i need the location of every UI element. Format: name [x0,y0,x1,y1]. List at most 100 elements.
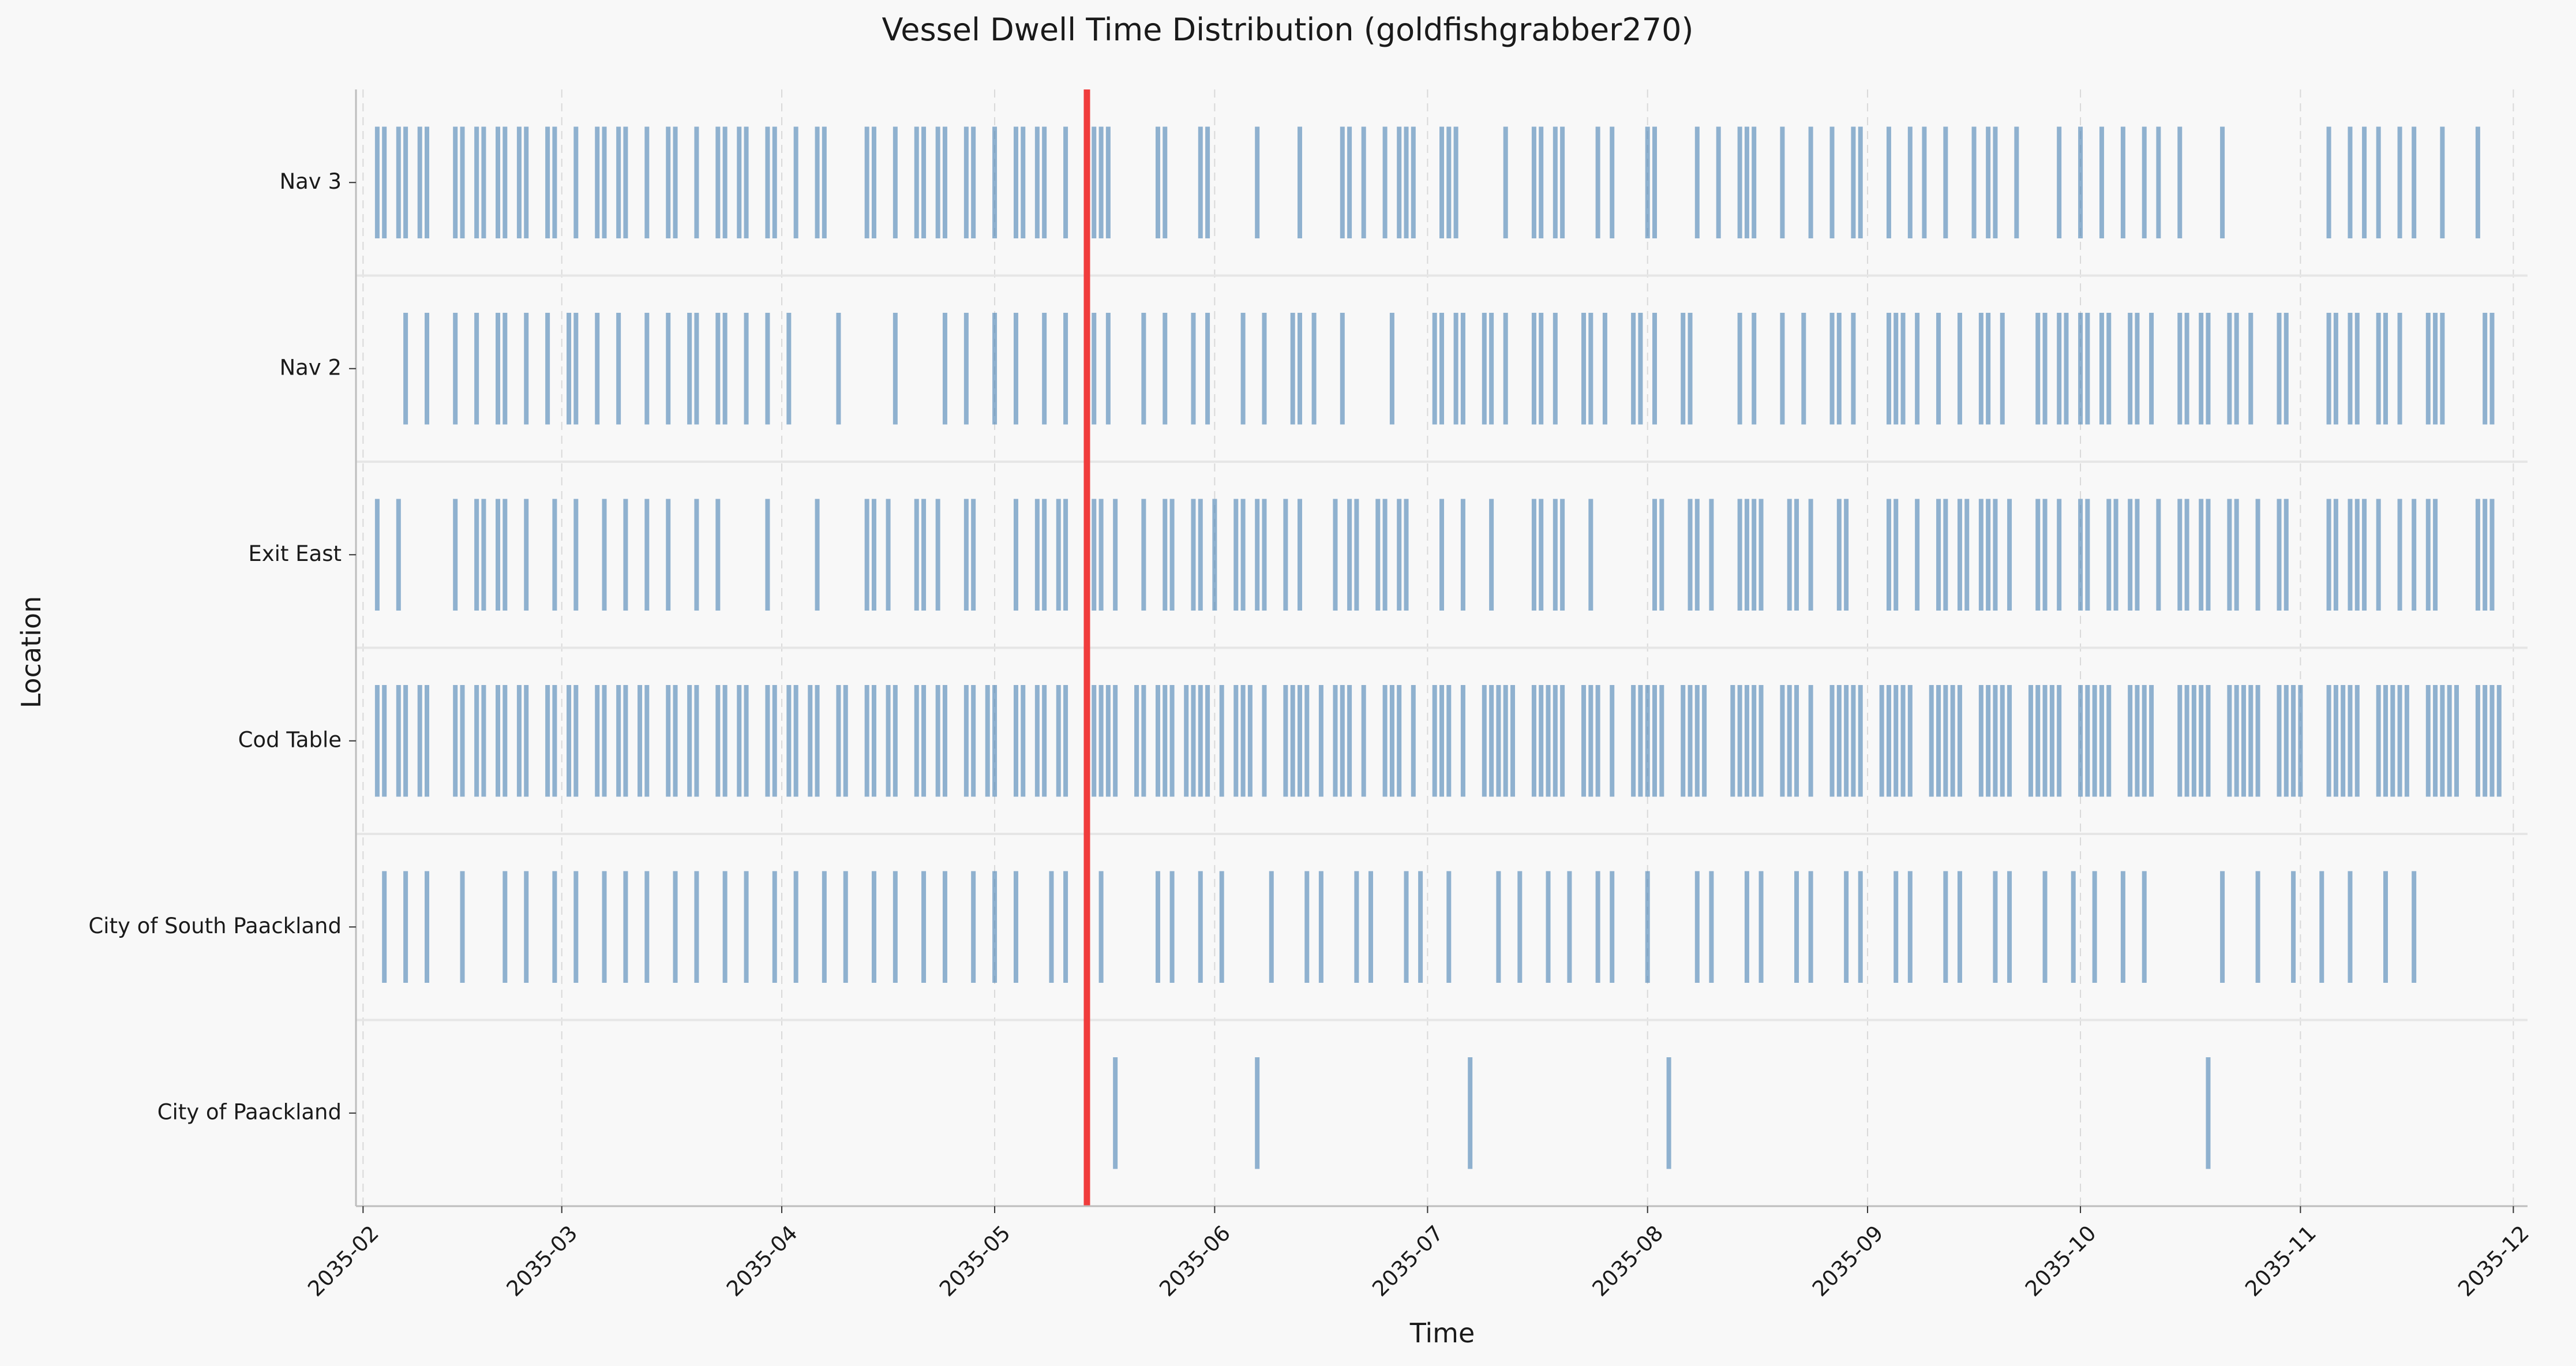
event-bar-cod-table-122 [1787,685,1792,797]
event-bar-exit-east-31 [1092,499,1097,611]
event-bar-cod-table-67 [1184,685,1189,797]
event-bar-cod-table-20 [616,685,621,797]
axes [355,89,2528,1207]
event-bar-exit-east-5 [496,499,501,611]
event-bar-city-of-south-paackland-18 [843,871,848,983]
event-bar-exit-east-56 [1531,499,1536,611]
event-bar-nav-3-6 [453,126,458,238]
event-bar-nav-3-30 [772,126,777,238]
event-bar-nav-2-6 [524,313,529,425]
event-bar-nav-3-16 [573,126,579,238]
event-bar-nav-2-2 [453,313,458,425]
event-bar-cod-table-87 [1397,685,1402,797]
event-bar-city-of-south-paackland-40 [1446,871,1452,983]
event-bar-cod-table-175 [2341,685,2346,797]
event-bar-nav-3-21 [644,126,650,238]
event-bar-exit-east-74 [1844,499,1849,611]
event-bar-city-of-south-paackland-71 [2348,871,2353,983]
event-bar-cod-table-41 [871,685,876,797]
event-bar-cod-table-116 [1730,685,1735,797]
event-bar-cod-table-181 [2397,685,2402,797]
event-bar-cod-table-166 [2241,685,2246,797]
event-bar-nav-3-62 [1397,126,1402,238]
event-bar-nav-3-1 [382,126,387,238]
event-bar-cod-table-30 [737,685,742,797]
event-bar-cod-table-145 [2028,685,2033,797]
event-bar-nav-2-43 [1439,313,1444,425]
event-bar-cod-table-25 [673,685,678,797]
event-bar-cod-table-149 [2057,685,2062,797]
event-bar-cod-table-56 [1056,685,1061,797]
event-bar-nav-3-103 [2326,126,2331,238]
y-tick-label-4: Nav 2 [279,355,342,380]
event-bar-nav-2-59 [1688,313,1693,425]
event-bar-cod-table-66 [1169,685,1175,797]
event-bar-cod-table-127 [1844,685,1849,797]
event-bar-nav-2-81 [2085,313,2090,425]
event-bar-city-of-south-paackland-53 [1808,871,1813,983]
event-bar-nav-3-54 [1198,126,1203,238]
event-bar-nav-3-55 [1205,126,1210,238]
event-bar-cod-table-157 [2142,685,2147,797]
event-bar-nav-2-64 [1829,313,1835,425]
event-bar-exit-east-37 [1191,499,1196,611]
event-bar-cod-table-170 [2283,685,2289,797]
event-bar-cod-table-1 [382,685,387,797]
event-bar-exit-east-100 [2227,499,2232,611]
event-bar-cod-table-62 [1134,685,1139,797]
event-bar-city-of-south-paackland-68 [2255,871,2260,983]
event-bar-nav-2-96 [2326,313,2331,425]
event-bar-nav-2-42 [1432,313,1437,425]
event-bar-nav-2-107 [2489,313,2495,425]
event-bar-cod-table-190 [2489,685,2495,797]
event-bar-nav-3-96 [2078,126,2083,238]
event-bar-nav-3-82 [1780,126,1785,238]
event-bar-city-of-south-paackland-69 [2291,871,2296,983]
event-bar-exit-east-6 [503,499,508,611]
event-bar-exit-east-44 [1283,499,1288,611]
event-bar-exit-east-1 [396,499,401,611]
event-bar-nav-3-65 [1439,126,1444,238]
event-bar-nav-3-37 [914,126,919,238]
event-bar-exit-east-108 [2354,499,2360,611]
event-bar-city-of-south-paackland-30 [1169,871,1175,983]
event-bar-nav-2-86 [2149,313,2154,425]
event-bar-cod-table-86 [1389,685,1394,797]
event-bar-nav-2-67 [1886,313,1891,425]
event-bar-nav-3-73 [1595,126,1600,238]
y-tick-label-3: Exit East [248,541,342,566]
event-bar-nav-3-100 [2156,126,2161,238]
event-bar-exit-east-96 [2177,499,2183,611]
event-bar-nav-2-37 [1290,313,1295,425]
event-bar-nav-3-15 [552,126,557,238]
event-bar-nav-3-59 [1347,126,1352,238]
event-bar-nav-2-30 [1105,313,1111,425]
event-bar-nav-2-9 [573,313,579,425]
event-bar-nav-2-8 [567,313,572,425]
event-bar-nav-2-99 [2354,313,2360,425]
event-bar-cod-table-143 [2000,685,2005,797]
event-bar-cod-table-27 [694,685,699,797]
event-bar-cod-table-83 [1347,685,1352,797]
event-bar-exit-east-30 [1063,499,1068,611]
event-bar-nav-3-25 [715,126,721,238]
event-bar-exit-east-50 [1382,499,1388,611]
event-bar-cod-table-114 [1694,685,1700,797]
event-bar-cod-table-36 [808,685,813,797]
event-bar-cod-table-128 [1851,685,1856,797]
event-bar-exit-east-115 [2475,499,2480,611]
event-bar-cod-table-188 [2475,685,2480,797]
event-bar-cod-table-117 [1737,685,1742,797]
event-bar-exit-east-110 [2376,499,2381,611]
y-tick-label-2: Cod Table [238,727,342,752]
event-bar-cod-table-177 [2354,685,2360,797]
event-bar-nav-3-68 [1503,126,1508,238]
event-bar-nav-3-2 [396,126,401,238]
event-bar-cod-table-68 [1191,685,1196,797]
event-bar-exit-east-43 [1262,499,1267,611]
event-bar-cod-table-173 [2326,685,2331,797]
event-bar-cod-table-6 [453,685,458,797]
event-bar-nav-2-106 [2483,313,2488,425]
event-bar-cod-table-60 [1105,685,1111,797]
